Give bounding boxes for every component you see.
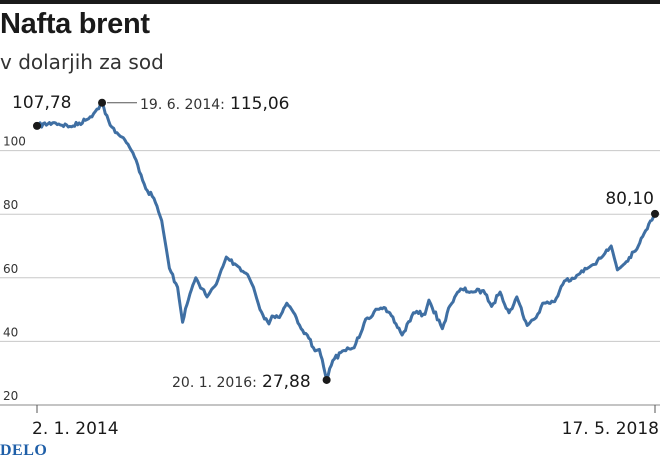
x-tick-label-end: 17. 5. 2018 [562,419,659,439]
label-trough-date: 20. 1. 2016: [172,375,257,391]
marker-start [33,121,41,130]
chart-subtitle: v dolarjih za sod [0,50,164,74]
label-peak-value: 115,06 [230,94,289,114]
chart-title: Nafta brent [0,8,150,40]
y-tick-label: 40 [3,325,18,339]
delo-logo: DELO [0,442,48,459]
label-trough-value: 27,88 [262,372,311,392]
marker-end [651,209,659,218]
marker-trough [322,375,331,384]
series-line-brent [36,101,657,382]
top-rule [0,0,660,4]
y-tick-label: 100 [3,135,26,149]
label-end-value: 80,10 [605,189,654,209]
y-tick-label: 80 [3,198,18,212]
x-tick-label-start: 2. 1. 2014 [32,419,119,439]
y-tick-label: 20 [3,389,18,403]
label-start-value: 107,78 [12,93,71,113]
y-tick-label: 60 [3,262,18,276]
label-peak-date: 19. 6. 2014: [140,97,225,113]
marker-peak [98,98,107,107]
